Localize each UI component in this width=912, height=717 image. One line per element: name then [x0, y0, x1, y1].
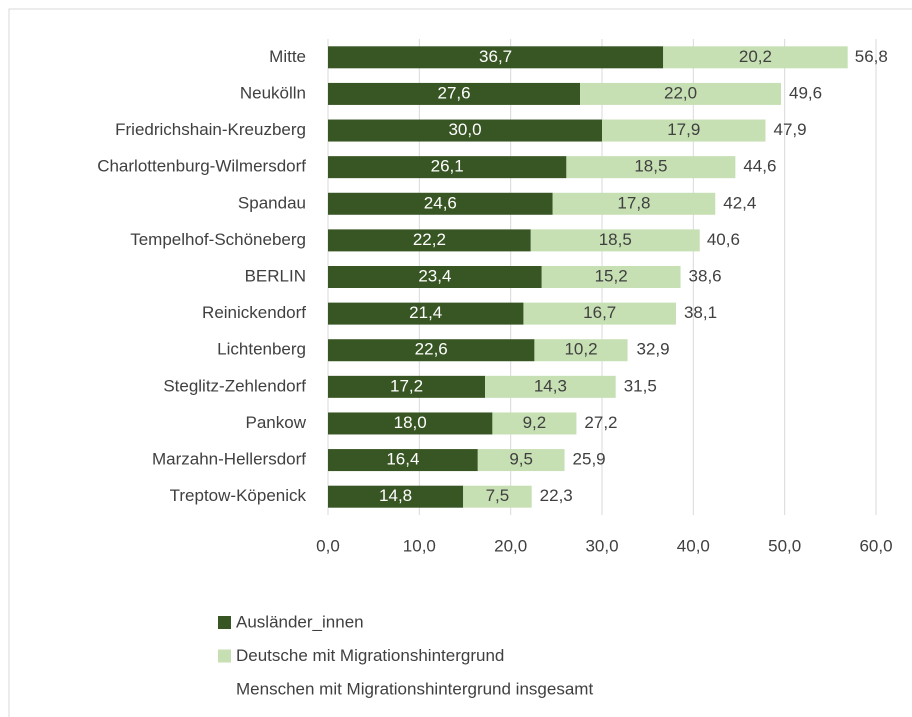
value-label: 21,4	[409, 303, 442, 322]
bar	[328, 119, 602, 142]
legend-swatch	[218, 649, 231, 663]
value-label: 7,5	[486, 486, 510, 505]
bar	[463, 485, 532, 508]
x-tick-label: 20,0	[494, 536, 527, 555]
value-label: 22,6	[415, 340, 448, 359]
value-label: 16,7	[583, 303, 616, 322]
value-label: 15,2	[595, 266, 628, 285]
legend-label: Menschen mit Migrationshintergrund insge…	[236, 679, 593, 698]
y-tick-label: Treptow-Köpenick	[170, 486, 307, 505]
bar	[328, 412, 493, 435]
value-label: 26,1	[431, 157, 464, 176]
y-tick-label: Neukölln	[240, 83, 306, 102]
total-label: 49,6	[789, 83, 822, 102]
x-tick-label: 50,0	[768, 536, 801, 555]
bar	[541, 266, 681, 288]
total-label: 31,5	[624, 376, 657, 395]
value-label: 18,5	[599, 230, 632, 249]
bar	[492, 412, 577, 435]
total-label: 40,6	[707, 230, 740, 249]
value-label: 27,6	[437, 83, 470, 102]
bar	[477, 449, 565, 472]
bar	[328, 266, 542, 288]
y-tick-label: Charlottenburg-Wilmersdorf	[97, 157, 306, 176]
value-label: 17,2	[390, 376, 423, 395]
bar	[602, 119, 766, 142]
legend-swatch	[218, 616, 231, 629]
y-tick-label: Friedrichshain-Kreuzberg	[115, 120, 306, 139]
value-label: 17,9	[667, 120, 700, 139]
value-label: 14,3	[534, 376, 567, 395]
y-tick-label: Mitte	[269, 47, 306, 66]
x-tick-label: 60,0	[859, 536, 892, 555]
value-label: 36,7	[479, 47, 512, 66]
bar	[485, 375, 616, 398]
bar	[530, 229, 700, 252]
value-label: 14,8	[379, 486, 412, 505]
legend-label: Deutsche mit Migrationshintergrund	[236, 646, 504, 665]
total-label: 44,6	[743, 157, 776, 176]
y-tick-label: Spandau	[238, 193, 306, 212]
bar	[328, 375, 486, 398]
bar	[328, 82, 581, 105]
total-label: 56,8	[855, 47, 888, 66]
bar	[534, 339, 628, 362]
bar	[328, 302, 524, 325]
total-label: 38,1	[684, 303, 717, 322]
y-tick-label: Lichtenberg	[217, 340, 306, 359]
x-tick-label: 40,0	[677, 536, 710, 555]
bar	[552, 192, 716, 215]
value-label: 23,4	[418, 266, 451, 285]
total-label: 25,9	[573, 450, 606, 469]
chart-frame	[8, 8, 912, 717]
value-label: 9,5	[509, 450, 533, 469]
value-label: 20,2	[739, 47, 772, 66]
bar	[328, 156, 567, 179]
y-tick-label: BERLIN	[245, 266, 306, 285]
bar	[566, 156, 736, 179]
value-label: 22,2	[413, 230, 446, 249]
bar	[328, 449, 478, 472]
value-label: 22,0	[664, 83, 697, 102]
bar	[580, 82, 782, 105]
value-label: 18,5	[634, 157, 667, 176]
value-label: 17,8	[617, 193, 650, 212]
bar	[328, 192, 553, 215]
value-label: 30,0	[448, 120, 481, 139]
y-tick-label: Reinickendorf	[202, 303, 306, 322]
x-tick-label: 10,0	[403, 536, 436, 555]
x-tick-label: 0,0	[316, 536, 340, 555]
y-tick-label: Tempelhof-Schöneberg	[130, 230, 306, 249]
value-label: 10,2	[564, 340, 597, 359]
value-label: 16,4	[386, 450, 419, 469]
value-label: 9,2	[523, 413, 547, 432]
total-label: 27,2	[584, 413, 617, 432]
total-label: 22,3	[540, 486, 573, 505]
total-label: 47,9	[773, 120, 806, 139]
value-label: 18,0	[394, 413, 427, 432]
bar	[328, 339, 535, 362]
x-tick-label: 30,0	[585, 536, 618, 555]
legend-label: Ausländer_innen	[236, 612, 364, 631]
bar	[328, 46, 664, 69]
y-tick-label: Marzahn-Hellersdorf	[152, 450, 306, 469]
total-label: 42,4	[723, 193, 756, 212]
total-label: 38,6	[689, 266, 722, 285]
value-label: 24,6	[424, 193, 457, 212]
bar	[523, 302, 676, 325]
y-tick-label: Steglitz-Zehlendorf	[163, 376, 306, 395]
bar	[328, 485, 464, 508]
bar	[663, 46, 848, 69]
bar	[328, 229, 531, 252]
y-tick-label: Pankow	[246, 413, 307, 432]
total-label: 32,9	[636, 340, 669, 359]
